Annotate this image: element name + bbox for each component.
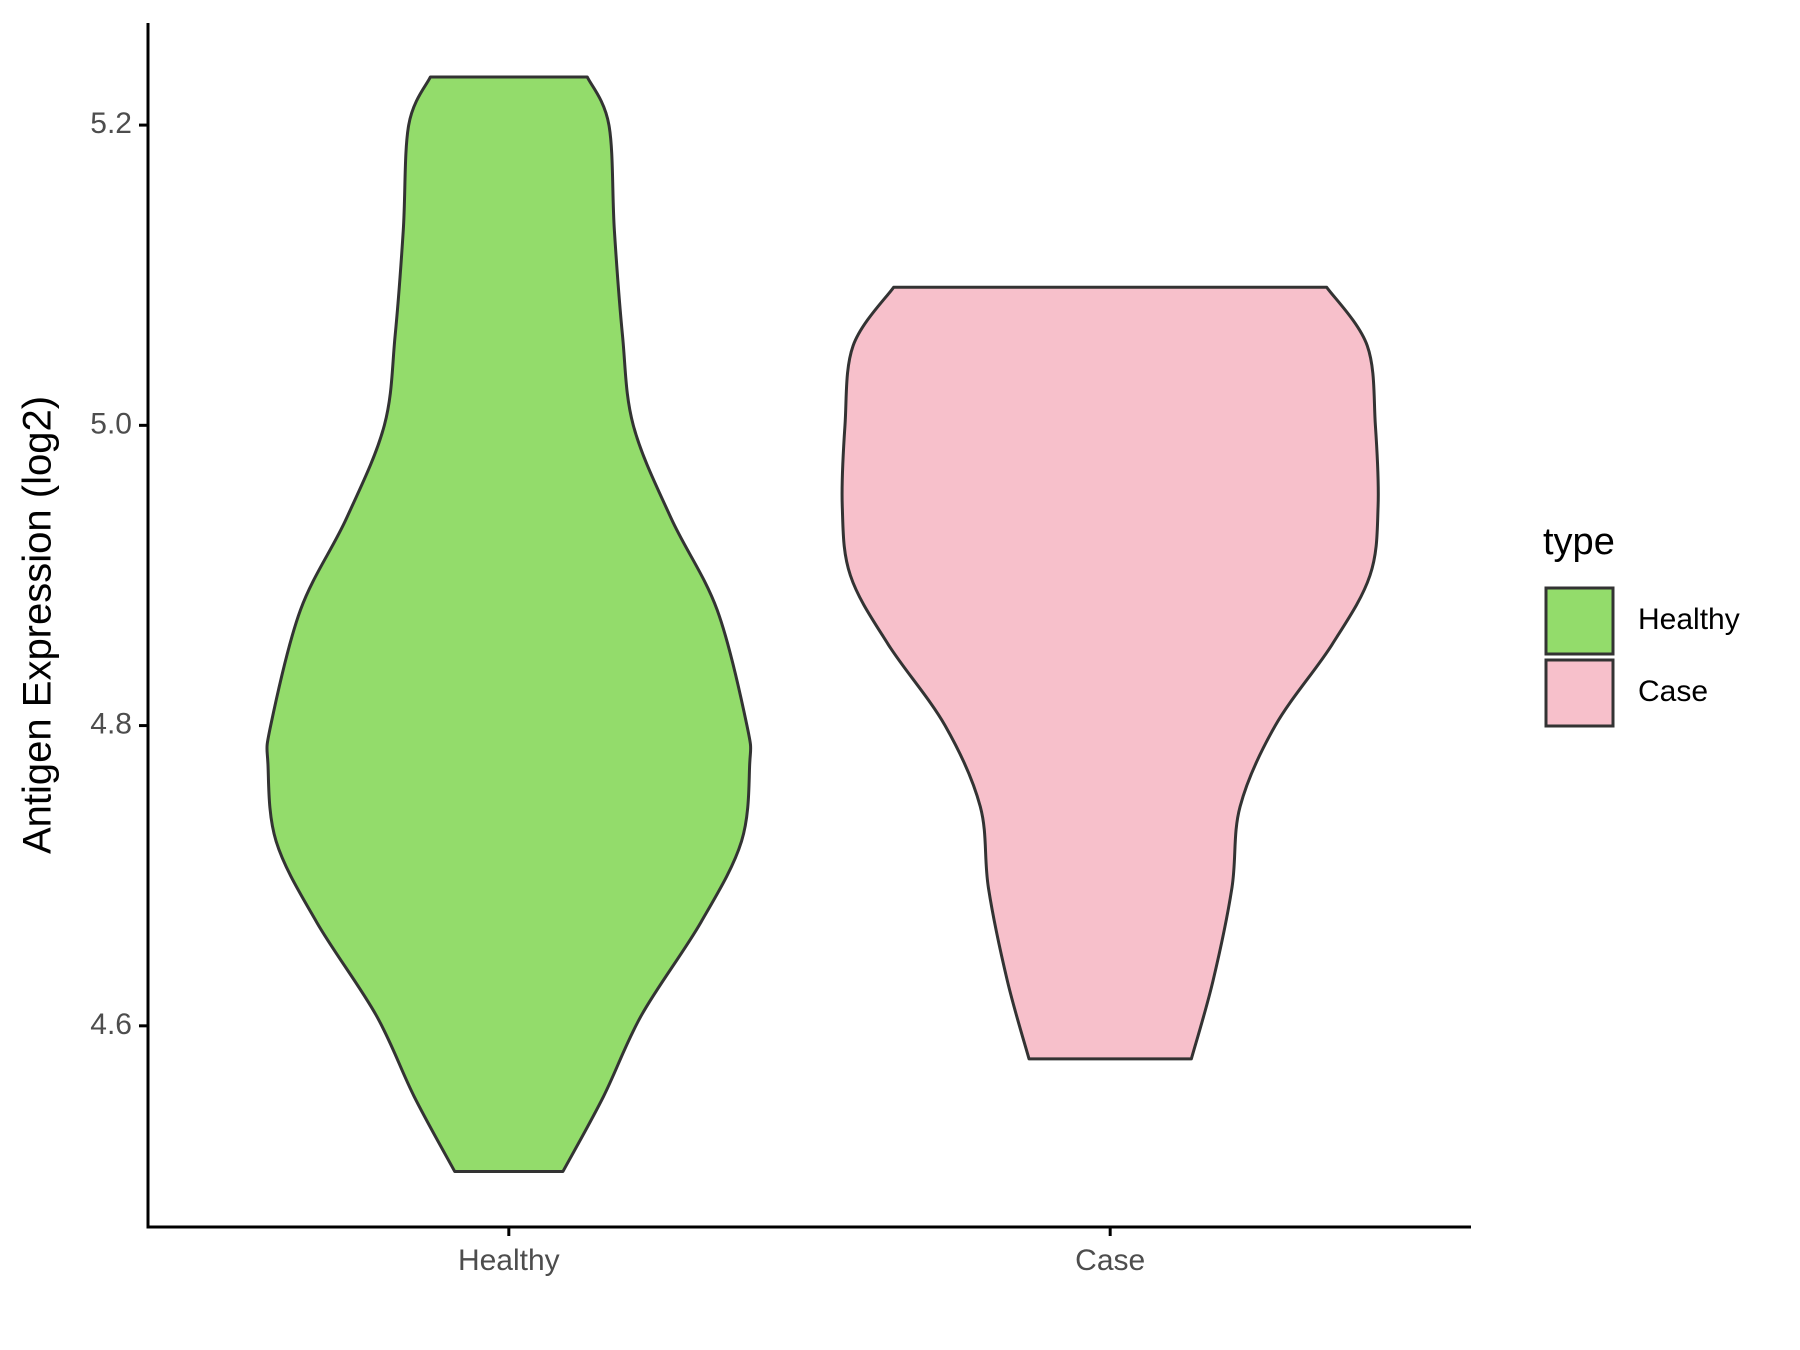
- x-tick-label: Healthy: [458, 1244, 560, 1277]
- y-axis-title: Antigen Expression (log2): [16, 396, 60, 854]
- legend-title: type: [1543, 521, 1615, 563]
- legend-swatch: [1544, 658, 1615, 728]
- y-tick-label: 5.0: [90, 407, 132, 440]
- legend-label: Healthy: [1638, 603, 1740, 636]
- legend-swatch: [1544, 586, 1615, 656]
- violin: [840, 285, 1380, 1061]
- y-tick-label: 4.6: [90, 1008, 132, 1041]
- y-tick-label: 5.2: [90, 107, 132, 140]
- legend-label: Case: [1638, 675, 1708, 708]
- y-tick-label: 4.8: [90, 708, 132, 741]
- x-tick-label: Case: [1075, 1244, 1145, 1277]
- violin: [265, 75, 753, 1173]
